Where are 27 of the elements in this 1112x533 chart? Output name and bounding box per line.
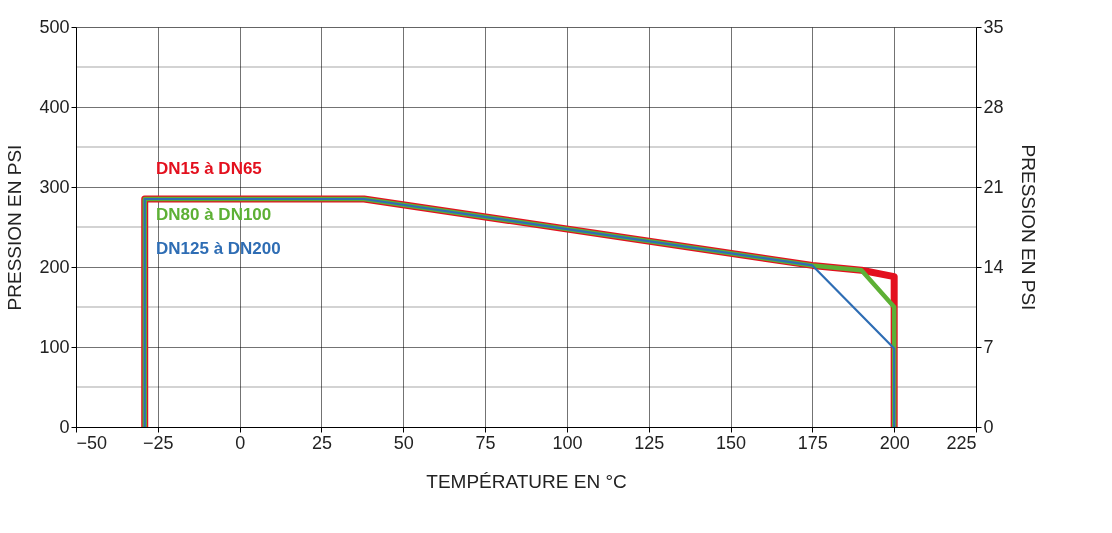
y-tick-label: 100 (39, 336, 70, 357)
x-tick-label: 225 (946, 432, 977, 453)
x-tick-label: 0 (235, 432, 246, 453)
y-tick-label: 400 (39, 96, 70, 117)
y-tick-label: 300 (39, 176, 70, 197)
y-tick-label: 200 (39, 256, 70, 277)
x-tick-label: 150 (716, 432, 747, 453)
y-tick-label: 500 (39, 16, 70, 37)
x-tick-label: 75 (475, 432, 496, 453)
x-axis-title: TEMPÉRATURE EN °C (426, 470, 627, 492)
x-tick-label: −25 (143, 432, 174, 453)
y2-tick-label: 14 (983, 256, 1004, 277)
y2-tick-label: 35 (983, 16, 1004, 37)
y2-tick-label: 21 (983, 176, 1004, 197)
x-tick-label: 200 (879, 432, 910, 453)
y-tick-label: 0 (59, 416, 70, 437)
x-tick-label: 100 (552, 432, 583, 453)
y2-tick-label: 7 (983, 336, 994, 357)
x-tick-label: 175 (797, 432, 828, 453)
y2-tick-label: 0 (983, 416, 994, 437)
x-tick-label: 50 (393, 432, 414, 453)
x-tick-label: 125 (634, 432, 665, 453)
y-axis-title: PRESSION EN PSI (4, 144, 26, 311)
y2-tick-label: 28 (983, 96, 1004, 117)
x-tick-label: 25 (311, 432, 332, 453)
x-tick-label: −50 (76, 432, 108, 453)
y2-axis-title: PRESSION EN PSI (1017, 144, 1039, 311)
